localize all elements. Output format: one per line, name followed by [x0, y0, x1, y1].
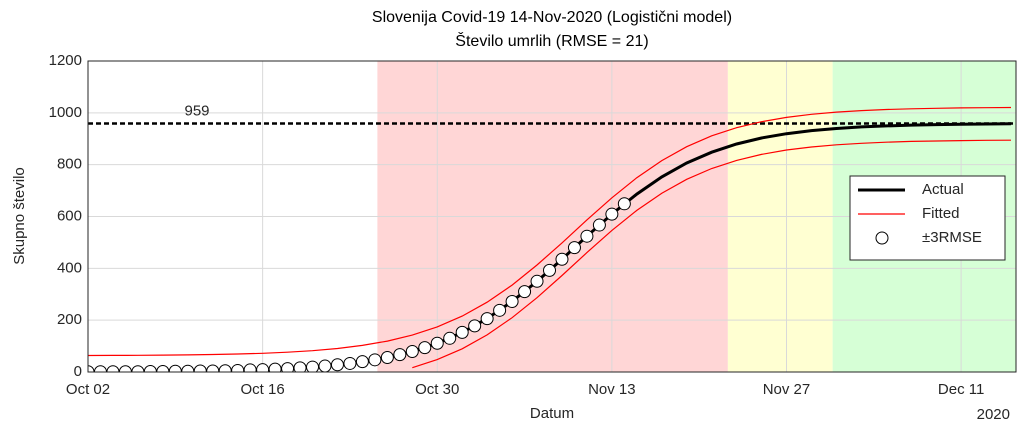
data-point: [518, 285, 532, 299]
data-point: [193, 364, 207, 372]
data-point: [455, 325, 469, 339]
data-point: [343, 356, 357, 370]
plot-frame: [87, 60, 1017, 373]
series-line-lower: [412, 139, 1012, 369]
data-point: [306, 360, 320, 372]
legend-label: ±3RMSE: [922, 229, 982, 246]
data-point: [293, 361, 307, 372]
data-point: [605, 207, 619, 221]
y-tick-label: 0: [74, 363, 82, 380]
data-point: [268, 362, 282, 372]
legend-label: Actual: [922, 181, 964, 198]
y-tick-label: 400: [57, 259, 82, 276]
y-tick-label: 200: [57, 311, 82, 328]
data-point: [493, 303, 507, 317]
legend-swatch: [875, 231, 889, 245]
data-point: [617, 197, 631, 211]
y-tick-label: 600: [57, 207, 82, 224]
legend-label: Fitted: [922, 205, 960, 222]
data-point: [430, 336, 444, 350]
y-tick-label: 1000: [49, 104, 82, 121]
data-point: [567, 241, 581, 255]
data-point: [256, 363, 270, 372]
data-point: [530, 274, 544, 288]
data-point: [355, 355, 369, 369]
x-tick-label: Nov 13: [588, 381, 636, 398]
data-point: [443, 331, 457, 345]
x-axis-label: Datum: [530, 405, 574, 422]
data-point: [480, 312, 494, 326]
chart-subtitle: Število umrlih (RMSE = 21): [455, 31, 648, 50]
data-point: [156, 364, 170, 372]
data-point: [318, 359, 332, 372]
data-point: [380, 350, 394, 364]
data-point: [368, 353, 382, 367]
y-axis-label: Skupno število: [11, 167, 28, 265]
x-tick-label: Nov 27: [763, 381, 811, 398]
data-point: [181, 364, 195, 372]
data-point: [330, 358, 344, 372]
data-point: [555, 252, 569, 266]
series-line: [88, 106, 1012, 357]
x-tick-label: Oct 02: [66, 381, 110, 398]
year-label: 2020: [977, 406, 1010, 423]
data-point: [206, 364, 220, 372]
x-tick-label: Dec 11: [938, 381, 984, 398]
chart-title: Slovenija Covid-19 14-Nov-2020 (Logistič…: [372, 9, 732, 26]
y-tick-label: 1200: [49, 52, 82, 69]
data-point: [393, 348, 407, 362]
data-point: [231, 363, 245, 372]
data-point: [243, 363, 257, 372]
data-point: [405, 345, 419, 359]
data-point: [592, 218, 606, 232]
reference-label: 959: [184, 102, 209, 119]
plot-content: [88, 106, 1016, 372]
x-tick-label: Oct 16: [241, 381, 285, 398]
data-point: [505, 295, 519, 309]
data-point: [143, 364, 157, 372]
data-point: [418, 341, 432, 355]
data-point: [281, 362, 295, 372]
data-point: [218, 364, 232, 372]
data-point: [168, 364, 182, 372]
data-point: [543, 263, 557, 277]
data-point: [580, 229, 594, 243]
x-tick-label: Oct 30: [415, 381, 459, 398]
data-point: [468, 319, 482, 333]
y-tick-label: 800: [57, 156, 82, 173]
